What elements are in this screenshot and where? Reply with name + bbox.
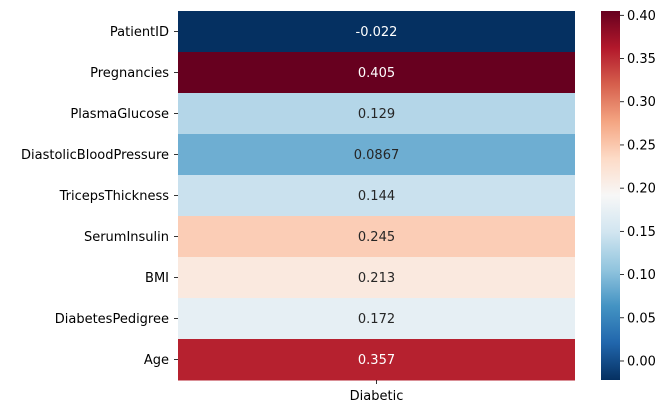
y-tick-label: TricepsThickness: [59, 189, 170, 204]
colorbar-tick-label: 0.10: [627, 268, 656, 283]
heatmap-cell: [178, 298, 575, 340]
y-tick-label: Age: [144, 353, 169, 368]
colorbar: 0.00 0.05 0.10 0.15 0.20 0.25 0.30 0.35 0.40: [601, 9, 656, 380]
colorbar-tick-label: 0.30: [627, 95, 656, 110]
y-tick-label: BMI: [145, 271, 169, 286]
y-tick-label: DiastolicBloodPressure: [21, 148, 169, 163]
x-tick-label: Diabetic: [350, 389, 404, 404]
cell-value-label: -0.022: [356, 25, 398, 40]
heatmap-cell: [178, 52, 575, 94]
y-tick-label: SerumInsulin: [84, 230, 169, 245]
cell-value-label: 0.245: [358, 230, 395, 245]
cell-value-label: 0.213: [358, 271, 395, 286]
colorbar-tick-label: 0.25: [627, 138, 656, 153]
colorbar-tick-label: 0.15: [627, 225, 656, 240]
colorbar-tick-label: 0.35: [627, 52, 656, 67]
y-tick-label: Pregnancies: [90, 66, 169, 81]
colorbar-tick-label: 0.05: [627, 311, 656, 326]
y-tick-label: PlasmaGlucose: [70, 107, 169, 122]
cell-value-label: 0.405: [358, 66, 395, 81]
heatmap-cells: -0.022 0.405 0.129 0.0867 0.144 0.245 0.213 0.1…: [178, 11, 575, 381]
y-axis: PatientID Pregnancies PlasmaGlucose Diastol…: [21, 25, 178, 368]
heatmap-cell: [178, 93, 575, 135]
heatmap-cell: [178, 339, 575, 381]
heatmap-cell: [178, 216, 575, 258]
cell-value-label: 0.0867: [354, 148, 400, 163]
cell-value-label: 0.144: [358, 189, 395, 204]
colorbar-tick-label: 0.20: [627, 182, 656, 197]
heatmap-cell: [178, 175, 575, 217]
heatmap-cell: [178, 11, 575, 53]
cell-value-label: 0.172: [358, 312, 395, 327]
colorbar-gradient: [601, 11, 620, 380]
y-tick-label: PatientID: [110, 25, 169, 40]
heatmap-cell: [178, 257, 575, 299]
cell-value-label: 0.357: [358, 353, 395, 368]
cell-value-label: 0.129: [358, 107, 395, 122]
colorbar-tick-label: 0.40: [627, 9, 656, 24]
x-axis: Diabetic: [350, 380, 404, 404]
y-tick-label: DiabetesPedigree: [55, 312, 169, 327]
heatmap-cell: [178, 134, 575, 176]
colorbar-tick-label: 0.00: [627, 354, 656, 369]
